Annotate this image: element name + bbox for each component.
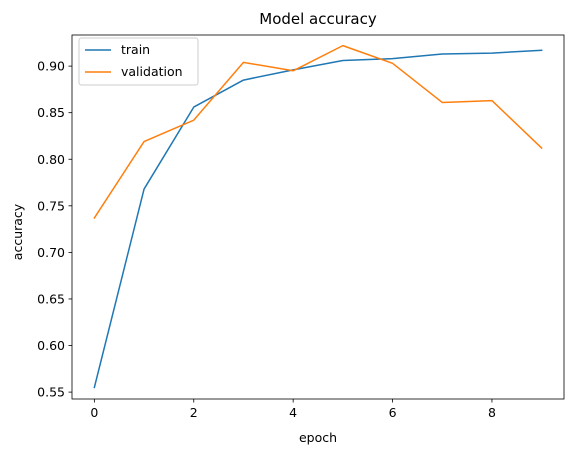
plot-frame (71, 34, 565, 400)
y-tick-label: 0.65 (37, 291, 65, 306)
y-tick-label: 0.80 (37, 152, 65, 167)
y-tick-label: 0.60 (37, 338, 65, 353)
legend-label-train: train (121, 42, 150, 57)
chart-title: Model accuracy (259, 10, 377, 28)
x-axis-ticks: 0 2 4 6 8 (90, 399, 496, 420)
x-tick-label: 6 (389, 405, 397, 420)
y-axis-label: accuracy (10, 203, 25, 260)
y-tick-label: 0.85 (37, 105, 65, 120)
series-line-validation (93, 44, 543, 219)
plot-area (71, 34, 565, 400)
y-tick-label: 0.55 (37, 385, 65, 400)
x-tick-label: 8 (488, 405, 496, 420)
y-tick-label: 0.90 (37, 59, 65, 74)
x-tick-label: 0 (90, 405, 98, 420)
x-tick-label: 2 (190, 405, 198, 420)
legend: train validation (78, 37, 199, 86)
y-tick-label: 0.70 (37, 245, 65, 260)
y-tick-label: 0.75 (37, 198, 65, 213)
x-tick-label: 4 (289, 405, 297, 420)
y-axis-ticks: 0.55 0.60 0.65 0.70 0.75 0.80 0.85 0.90 (37, 59, 72, 400)
legend-label-validation: validation (121, 64, 183, 79)
x-axis-label: epoch (299, 430, 337, 445)
series-line-train (93, 49, 543, 389)
